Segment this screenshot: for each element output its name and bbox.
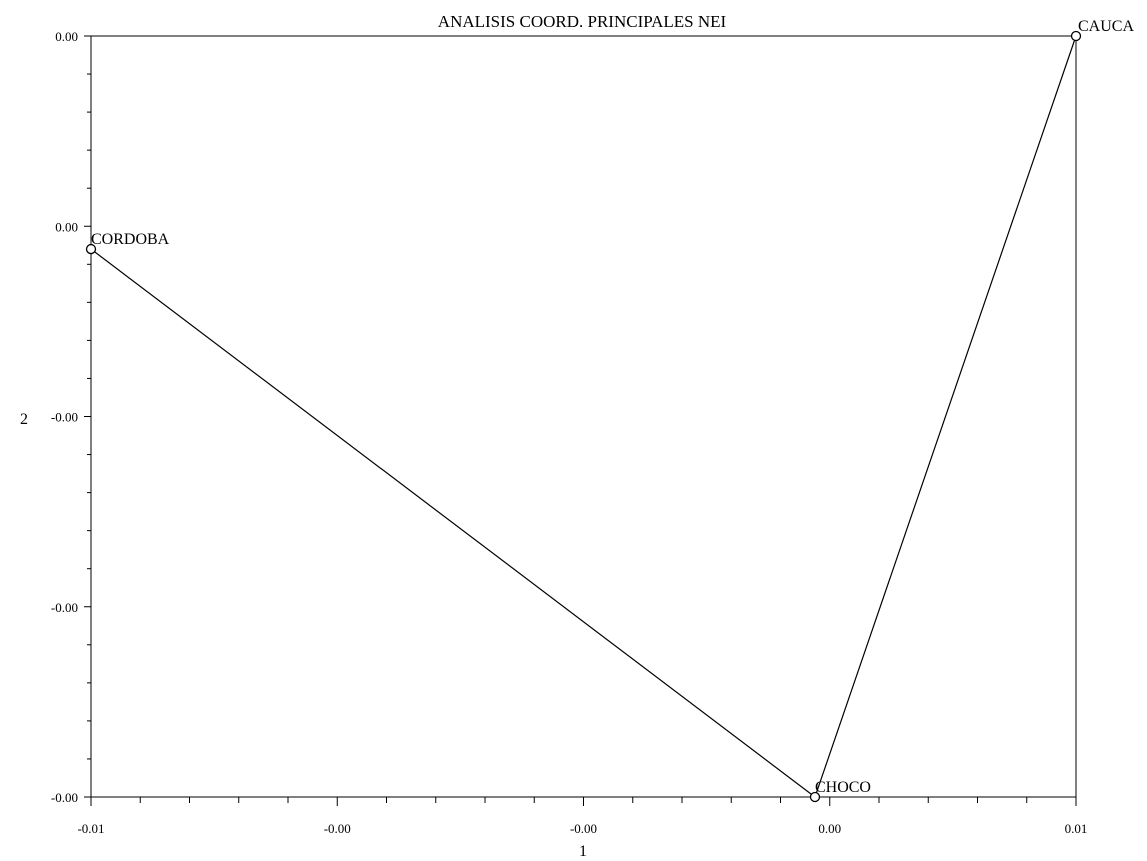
series-line	[90, 35, 1077, 798]
x-tick-label: 0.00	[818, 821, 841, 836]
y-tick-label: 0.00	[55, 219, 78, 234]
data-point-label: CORDOBA	[91, 231, 170, 248]
y-tick-label: -0.00	[51, 410, 78, 425]
data-point-labels: CAUCA CORDOBA CHOCO	[91, 18, 1134, 796]
data-point	[1070, 30, 1082, 42]
chart-title: ANALISIS COORD. PRINCIPALES NEI	[438, 12, 727, 31]
x-axis-tick-labels: -0.01 -0.00 -0.00 0.00 0.01	[77, 821, 1087, 836]
y-tick-label: 0.00	[55, 29, 78, 44]
data-point-label: CAUCA	[1078, 18, 1134, 35]
data-point-label: CHOCO	[815, 779, 871, 796]
y-tick-label: -0.00	[51, 790, 78, 805]
y-axis-label: 2	[20, 411, 28, 428]
x-tick-label: -0.01	[77, 821, 104, 836]
x-axis-ticks	[90, 797, 1077, 806]
x-tick-label: -0.00	[570, 821, 597, 836]
plot-frame	[90, 35, 1077, 798]
data-point	[809, 791, 821, 803]
data-points	[85, 30, 1082, 803]
x-tick-label: -0.00	[324, 821, 351, 836]
y-tick-label: -0.00	[51, 600, 78, 615]
y-axis-ticks	[84, 35, 91, 798]
x-axis-label: 1	[579, 843, 587, 860]
series-lines	[90, 35, 1077, 798]
y-axis-tick-labels: 0.00 0.00 -0.00 -0.00 -0.00	[51, 29, 78, 805]
data-point	[85, 243, 97, 255]
x-tick-label: 0.01	[1065, 821, 1088, 836]
